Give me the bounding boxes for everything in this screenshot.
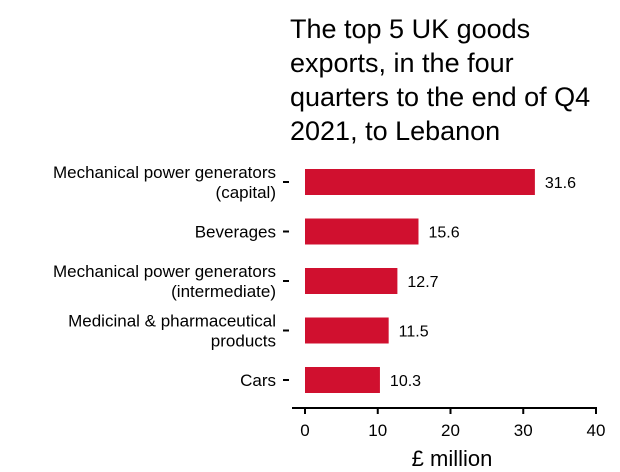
bar — [305, 268, 398, 294]
bar — [305, 367, 380, 393]
data-label: 11.5 — [399, 324, 429, 341]
category-label: Medicinal & pharmaceutical — [68, 312, 276, 331]
category-label: Mechanical power generators — [53, 163, 276, 182]
chart-title-line: quarters to the end of Q4 — [290, 82, 590, 112]
x-tick-label: 30 — [514, 421, 533, 440]
x-axis-title: £ million — [412, 446, 493, 471]
chart-title-line: The top 5 UK goods — [290, 14, 530, 44]
category-label: (intermediate) — [171, 282, 276, 301]
category-label: Mechanical power generators — [53, 262, 276, 281]
category-label: Beverages — [195, 223, 276, 242]
x-axis: 0 10 20 30 40 — [283, 181, 606, 440]
data-label: 31.6 — [545, 175, 576, 192]
x-tick-label: 0 — [300, 421, 309, 440]
bar — [305, 317, 389, 344]
x-tick-label: 10 — [368, 421, 387, 440]
data-label: 15.6 — [428, 225, 459, 242]
data-labels: 31.6 15.6 12.7 11.5 10.3 — [390, 175, 576, 390]
chart-title-line: exports, in the four — [290, 48, 514, 78]
chart-title-line: 2021, to Lebanon — [290, 116, 500, 146]
data-label: 12.7 — [407, 274, 438, 291]
x-tick-label: 40 — [587, 421, 606, 440]
category-labels: Mechanical power generators(capital)Beve… — [53, 163, 276, 390]
x-tick-label: 20 — [441, 421, 460, 440]
bars — [305, 169, 535, 393]
bar — [305, 218, 419, 245]
category-label: (capital) — [216, 183, 276, 202]
chart-title: The top 5 UK goods exports, in the four qu… — [290, 14, 590, 146]
category-label: Cars — [240, 371, 276, 390]
data-label: 10.3 — [390, 373, 421, 390]
bar — [305, 169, 535, 195]
category-label: products — [211, 332, 276, 351]
